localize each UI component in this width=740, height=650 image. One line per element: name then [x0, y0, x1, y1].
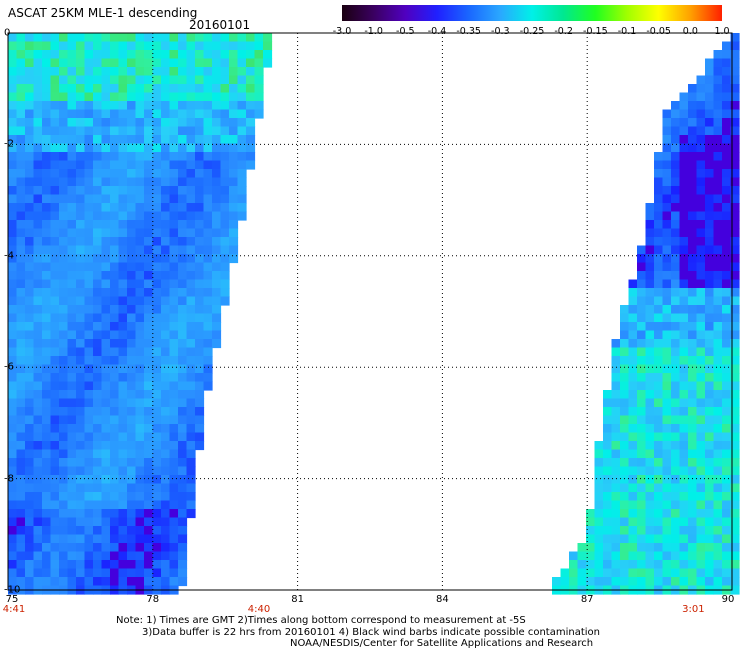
y-tick-label: -4 [4, 250, 14, 262]
y-tick-label: -10 [4, 584, 21, 596]
note-line-3: NOAA/NESDIS/Center for Satellite Applica… [290, 638, 594, 649]
time-label: 4:40 [247, 604, 271, 615]
note-line-2: 3)Data buffer is 22 hrs from 20160101 4)… [142, 627, 600, 638]
wind-swaths [8, 33, 740, 595]
colorbar-tick-label: -0.1 [617, 26, 637, 37]
grid-lines [7, 32, 733, 591]
colorbar-tick-label: -0.3 [491, 26, 510, 37]
note-line-1: Note: 1) Times are GMT 2)Times along bot… [116, 615, 526, 626]
y-tick-label: -2 [4, 138, 14, 150]
y-tick-label: 0 [4, 27, 11, 39]
colorbar-tick-label: -0.2 [554, 26, 573, 37]
colorbar-tick-label: -0.5 [396, 26, 415, 37]
x-tick-label: 87 [580, 594, 594, 605]
y-tick-label: -8 [4, 473, 14, 485]
x-tick-label: 81 [291, 594, 304, 605]
colorbar-tick-label: -0.15 [583, 26, 608, 37]
time-label: 3:01 [682, 604, 705, 615]
map-title: ASCAT 25KM MLE-1 descending [8, 6, 198, 20]
colorbar-tick-label: -0.05 [646, 26, 671, 37]
x-tick-label: 75 [5, 594, 19, 605]
colorbar-tick-label: -0.35 [456, 26, 481, 37]
colorbar-tick-label: -0.25 [519, 26, 545, 37]
time-label: 4:41 [2, 604, 26, 615]
colorbar-tick-label: -0.4 [427, 26, 447, 37]
x-tick-label: 84 [436, 594, 449, 605]
colorbar-tick-label: 0.0 [682, 26, 698, 37]
colorbar [342, 5, 722, 21]
x-tick-label: 90 [721, 594, 735, 605]
colorbar-tick-label: 1.0 [714, 26, 730, 37]
y-tick-label: -6 [4, 361, 14, 373]
plot-frame [7, 32, 733, 591]
colorbar-tick-label: -3.0 [332, 26, 352, 37]
x-tick-label: 78 [146, 594, 160, 605]
colorbar-tick-label: -1.0 [364, 26, 383, 37]
map-date: 20160101 [189, 18, 251, 32]
